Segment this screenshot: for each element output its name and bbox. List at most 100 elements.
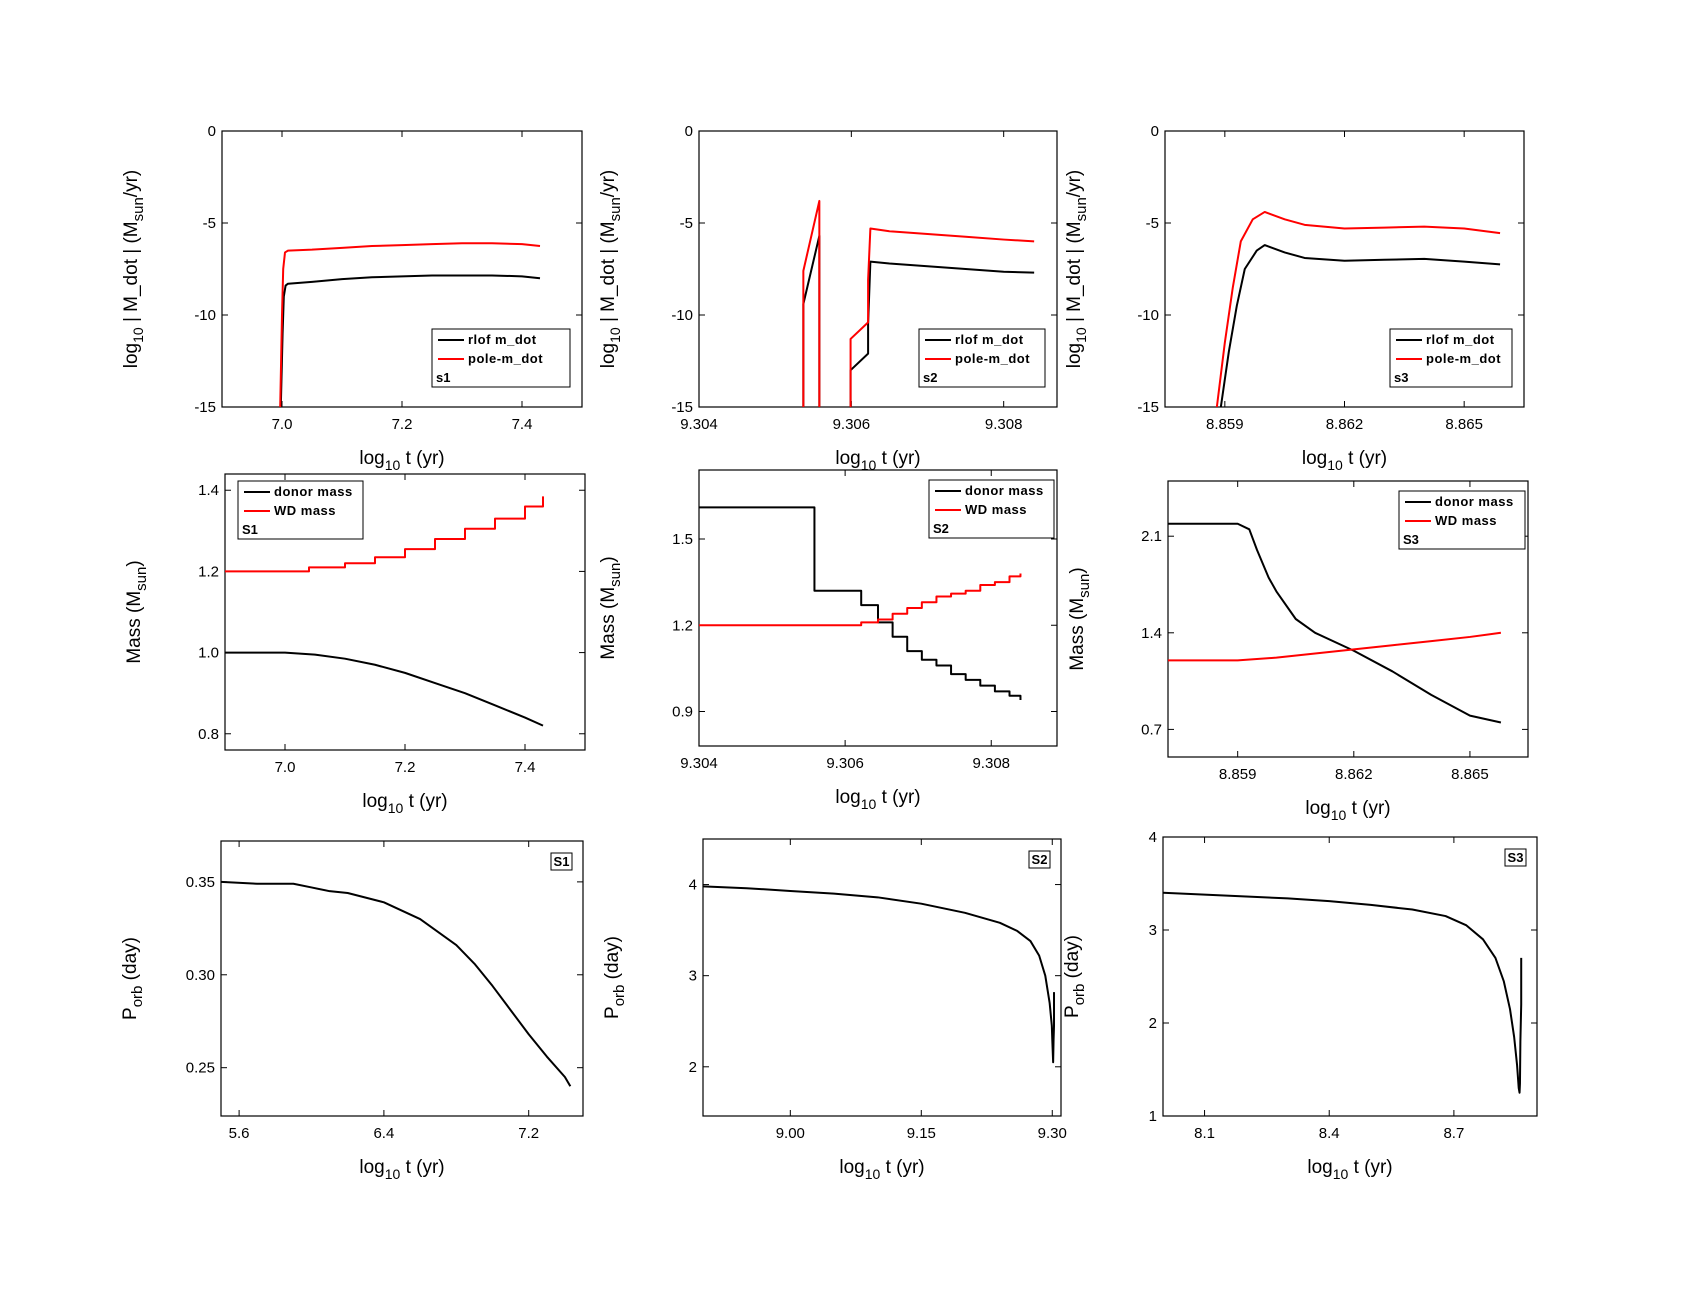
series-line-1	[802, 199, 1035, 407]
y-axis-label: Mass (Msun)	[598, 556, 624, 659]
y-axis-label: Porb (day)	[1062, 935, 1088, 1018]
x-axis-label: log10 t (yr)	[839, 1157, 924, 1182]
series-line-1	[1168, 631, 1502, 662]
x-tick-label: 8.859	[1219, 766, 1257, 783]
y-tick-label: 0.25	[186, 1060, 215, 1077]
legend-label: donor mass	[274, 484, 353, 499]
series-tag: S1	[554, 854, 570, 869]
x-tick-label: 7.4	[512, 416, 533, 433]
panel-r2c1: 9.00 9.15 9.30 2 3 4 log10 t (yr) Porb (day) S2	[602, 838, 1067, 1182]
y-tick-label: 4	[1149, 829, 1157, 846]
x-axis-label: log10 t (yr)	[359, 448, 444, 473]
tag-box	[1504, 848, 1527, 867]
x-axis-label: log10 t (yr)	[362, 791, 447, 816]
plot-frame	[1167, 480, 1529, 758]
y-tick-label: 0.30	[186, 967, 215, 984]
x-tick-label: 9.306	[833, 416, 871, 433]
panel-r0c1: 9.304 9.306 9.308 0 -5 -10 -15 log10 t (yr) log1…	[598, 123, 1058, 473]
legend-label: pole-m_dot	[1426, 351, 1501, 366]
x-tick-label: 9.308	[985, 416, 1023, 433]
plot-frame	[220, 840, 584, 1117]
x-tick-label: 7.2	[392, 416, 413, 433]
y-tick-label: 2.1	[1141, 528, 1162, 545]
series-tag: s2	[923, 370, 937, 385]
y-tick-label: 1.0	[198, 645, 219, 662]
series-line-1	[699, 573, 1022, 627]
legend-label: pole-m_dot	[955, 351, 1030, 366]
legend-label: rlof m_dot	[1426, 332, 1495, 347]
x-tick-label: 8.862	[1326, 416, 1364, 433]
panel-r1c0: 7.0 7.2 7.4 0.8 1.0 1.2 1.4 log10 t (yr) Mass (M…	[124, 473, 586, 816]
y-axis-label: log10 | M_dot | (Msun/yr)	[1064, 170, 1090, 369]
x-tick-label: 7.0	[275, 759, 296, 776]
y-tick-label: -15	[1137, 399, 1159, 416]
series-line-0	[1219, 244, 1501, 407]
x-tick-label: 8.859	[1206, 416, 1244, 433]
y-tick-label: 1	[1149, 1108, 1157, 1125]
tag-box	[550, 852, 573, 871]
plot-frame	[698, 469, 1058, 747]
legend-label: WD mass	[274, 503, 336, 518]
plot-frame	[702, 838, 1062, 1117]
series-line-0	[225, 651, 544, 727]
legend-label: donor mass	[965, 483, 1044, 498]
x-tick-label: 9.15	[907, 1125, 936, 1142]
y-tick-label: -10	[671, 307, 693, 324]
y-tick-label: 0.9	[672, 704, 693, 721]
y-axis-label: Mass (Msun)	[124, 560, 150, 663]
x-tick-label: 9.304	[680, 755, 718, 772]
y-axis-label: Porb (day)	[602, 936, 628, 1019]
x-tick-label: 7.0	[272, 416, 293, 433]
series-line-1	[279, 242, 541, 407]
x-tick-label: 8.7	[1443, 1125, 1464, 1142]
legend: rlof m_dot pole-m_dot s3	[1389, 328, 1513, 388]
x-tick-label: 7.4	[515, 759, 536, 776]
y-axis-label: log10 | M_dot | (Msun/yr)	[598, 170, 624, 369]
y-tick-label: -5	[680, 215, 693, 232]
y-axis-label: log10 | M_dot | (Msun/yr)	[121, 170, 147, 369]
x-axis-label: log10 t (yr)	[1307, 1157, 1392, 1182]
legend-label: rlof m_dot	[468, 332, 537, 347]
legend-label: WD mass	[965, 502, 1027, 517]
y-tick-label: -10	[194, 307, 216, 324]
y-tick-label: 0.8	[198, 726, 219, 743]
legend: rlof m_dot pole-m_dot s1	[431, 328, 571, 388]
legend-label: pole-m_dot	[468, 351, 543, 366]
x-tick-label: 9.30	[1038, 1125, 1067, 1142]
y-tick-label: 1.5	[672, 531, 693, 548]
series-line-1	[1215, 210, 1501, 407]
panel-r0c2: 8.859 8.862 8.865 0 -5 -10 -15 log10 t (yr) log1…	[1064, 123, 1525, 473]
y-tick-label: 2	[689, 1059, 697, 1076]
legend: donor mass WD mass S3	[1398, 490, 1526, 550]
series-tag: S2	[1032, 852, 1048, 867]
y-tick-label: -5	[1146, 215, 1159, 232]
plot-frame	[698, 130, 1058, 408]
y-tick-label: -5	[203, 215, 216, 232]
series-tag: S1	[242, 522, 258, 537]
panel-r2c2: 8.1 8.4 8.7 1 2 3 4 log10 t (yr) Porb (day) S3	[1062, 829, 1538, 1182]
series-tag: S3	[1403, 532, 1419, 547]
x-tick-label: 8.865	[1445, 416, 1483, 433]
panel-r1c1: 9.304 9.306 9.308 0.9 1.2 1.5 log10 t (yr) Mass…	[598, 469, 1058, 812]
x-tick-label: 7.2	[395, 759, 416, 776]
series-line-0	[1168, 522, 1502, 724]
y-tick-label: 0	[1151, 123, 1159, 140]
panel-r1c2: 8.859 8.862 8.865 0.7 1.4 2.1 log10 t (yr) Mass…	[1067, 480, 1529, 823]
y-axis-label: Porb (day)	[120, 937, 146, 1020]
tag-box	[1028, 850, 1051, 869]
x-tick-label: 7.2	[518, 1125, 539, 1142]
x-tick-label: 8.862	[1335, 766, 1373, 783]
y-axis-label: Mass (Msun)	[1067, 567, 1093, 670]
series-line-0	[279, 274, 541, 407]
y-tick-label: 3	[689, 968, 697, 985]
legend-label: rlof m_dot	[955, 332, 1024, 347]
panel-r2c0: 5.6 6.4 7.2 0.25 0.30 0.35 log10 t (yr) Porb (d…	[120, 840, 584, 1182]
x-tick-label: 9.00	[776, 1125, 805, 1142]
x-tick-label: 5.6	[229, 1125, 250, 1142]
y-tick-label: -15	[194, 399, 216, 416]
y-tick-label: 4	[689, 877, 697, 894]
series-tag: s3	[1394, 370, 1408, 385]
legend: donor mass WD mass S2	[928, 479, 1055, 539]
legend: rlof m_dot pole-m_dot s2	[918, 328, 1046, 388]
x-axis-label: log10 t (yr)	[835, 448, 920, 473]
